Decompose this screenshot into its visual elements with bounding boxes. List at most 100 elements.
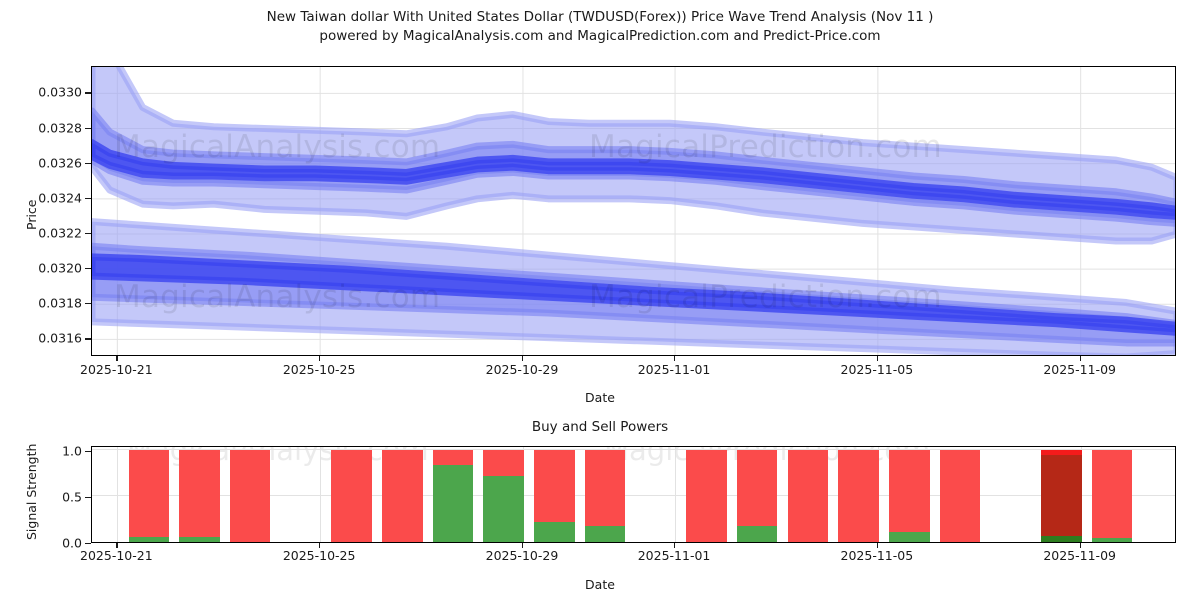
signal-bar-sell-segment [382,449,423,542]
signal-ytick: 0.5 [62,489,82,505]
signal-bar-sell-segment [787,449,829,542]
signal-bar[interactable] [179,449,220,542]
signal-gridline [92,448,1175,450]
signal-xtick-mark [674,543,676,548]
price-ytick-mark [85,127,91,129]
signal-bar[interactable] [736,449,778,542]
price-x-axis-label: Date [585,390,615,405]
title-line-2: powered by MagicalAnalysis.com and Magic… [319,28,881,44]
signal-ytick: 0.0 [62,535,82,551]
signal-bar[interactable] [889,449,930,542]
signal-bar-buy-segment [483,475,524,542]
signal-bar[interactable] [229,449,271,542]
signal-bar-buy-segment [1091,538,1133,542]
signal-bar-buy-segment [736,526,778,542]
signal-xtick-mark [319,543,321,548]
price-xtick: 2025-11-01 [637,362,711,377]
price-xtick-mark [876,356,879,361]
signal-bar-buy-segment [128,537,170,542]
price-ytick: 0.0322 [38,225,82,241]
signal-xtick-mark [876,543,879,548]
signal-bar-buy-segment [534,521,575,542]
price-ytick-mark [85,232,91,235]
signal-bar-sell-segment [584,449,626,527]
price-ytick-mark [85,92,91,94]
price-xtick-mark [319,356,321,361]
signal-ytick-mark [85,450,91,452]
signal-xtick: 2025-11-09 [1043,548,1116,563]
price-xtick-mark [1079,356,1081,361]
signal-bar[interactable] [838,449,879,542]
signal-xtick: 2025-10-25 [282,548,356,563]
signal-bar-buy-segment [584,526,626,542]
signal-bar-highlight-cap [1041,449,1082,455]
price-ytick: 0.0326 [38,155,82,171]
signal-chart-title: Buy and Sell Powers [531,419,669,435]
signal-ytick-mark [85,543,91,545]
signal-bar-sell-segment [483,449,524,476]
price-ytick-mark [85,303,91,305]
price-ytick: 0.0316 [38,330,82,346]
signal-bar-sell-segment [331,449,372,542]
price-ytick-mark [85,162,91,164]
signal-bar-sell-segment [1091,449,1133,539]
signal-xtick-mark [116,543,118,548]
signal-xtick-mark [521,543,524,548]
price-xtick: 2025-11-09 [1043,362,1116,377]
signal-bar[interactable] [534,449,575,542]
signal-gridline-v [675,447,677,542]
signal-bar[interactable] [1041,449,1082,542]
signal-bar-sell-segment [179,449,220,538]
signal-xtick: 2025-10-21 [80,548,153,563]
page-title: New Taiwan dollar With United States Dol… [0,8,1200,46]
price-xtick-mark [116,356,118,361]
signal-bar-sell-segment [432,449,474,466]
price-xtick-mark [674,356,676,361]
band-lower-band-core [92,253,1175,336]
signal-bar[interactable] [584,449,626,542]
signal-bar[interactable] [432,449,474,542]
signal-bar[interactable] [483,449,524,542]
signal-x-axis-label: Date [585,577,615,592]
title-line-1: New Taiwan dollar With United States Dol… [266,9,934,25]
price-xtick-mark [521,356,524,361]
signal-bar-sell-segment [686,449,727,542]
signal-gridline-v [320,447,322,542]
signal-bar[interactable] [382,449,423,542]
signal-bar[interactable] [939,449,981,542]
signal-chart-plot-area: MagicalAnalysis.com MagicalPrediction.co… [91,446,1176,543]
price-ytick: 0.0318 [38,295,82,311]
band-upper-band-core [92,139,1175,220]
price-xtick: 2025-11-05 [840,362,914,377]
price-xtick: 2025-10-21 [80,362,153,377]
signal-bar-sell-segment [1041,449,1082,537]
price-ytick: 0.0330 [38,84,82,100]
signal-xtick: 2025-11-05 [840,548,914,563]
price-ytick: 0.0328 [38,120,82,135]
signal-bar-buy-segment [1041,536,1082,542]
signal-xtick: 2025-11-01 [637,548,711,563]
signal-bar-sell-segment [229,449,271,542]
price-ytick-mark [85,268,91,270]
signal-bar-sell-segment [838,449,879,542]
signal-bar-sell-segment [889,449,930,532]
signal-bar[interactable] [686,449,727,542]
signal-bar[interactable] [787,449,829,542]
signal-ytick-mark [85,496,91,498]
price-xtick: 2025-10-29 [485,362,559,377]
price-chart-plot-area: MagicalAnalysis.com MagicalPrediction.co… [91,66,1176,356]
signal-bar[interactable] [331,449,372,542]
signal-bar-sell-segment [534,449,575,522]
signal-gridline [92,494,1175,496]
signal-bar-sell-segment [128,449,170,538]
signal-ytick: 1.0 [62,443,82,459]
signal-bar[interactable] [128,449,170,542]
signal-gridline-v [117,447,119,542]
signal-bar-buy-segment [432,465,474,542]
price-ytick: 0.0324 [38,190,82,206]
price-ytick-mark [85,197,91,199]
price-ytick: 0.0320 [38,260,82,276]
price-ytick-mark [85,338,91,340]
signal-bar[interactable] [1091,449,1133,542]
